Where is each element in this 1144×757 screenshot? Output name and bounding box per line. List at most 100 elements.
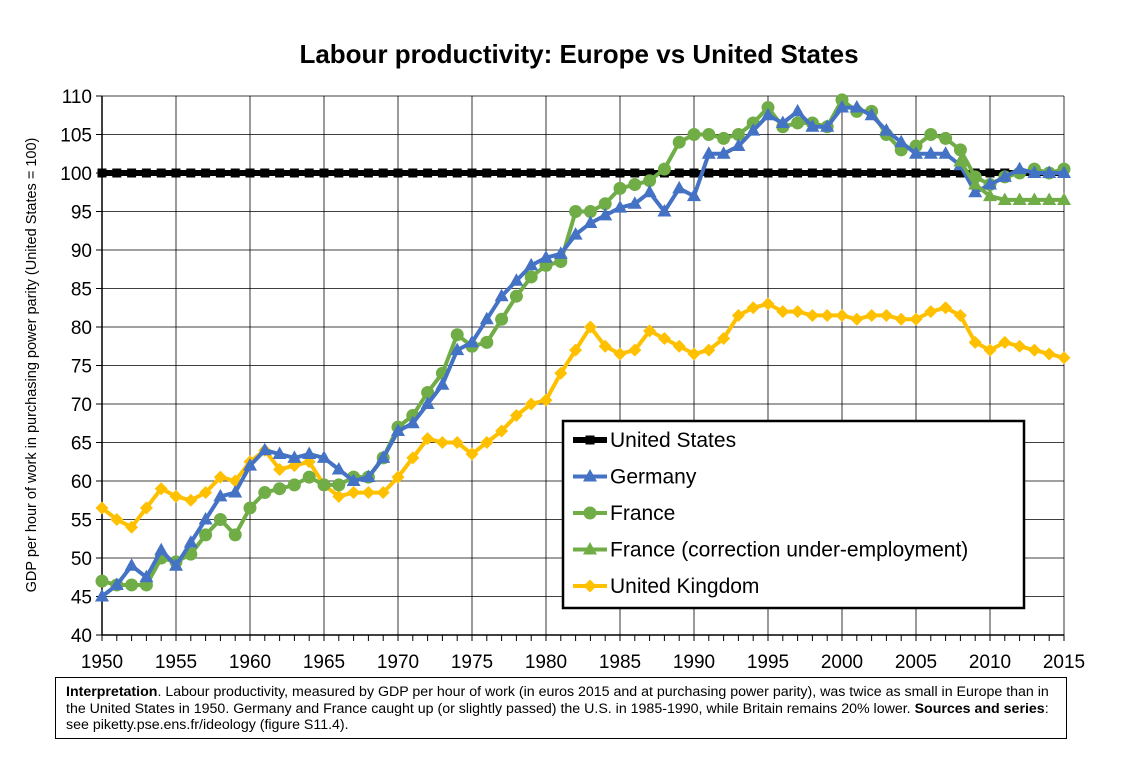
- point-germany-1975: [465, 334, 479, 348]
- point-united-states-2000: [837, 168, 847, 178]
- point-france-1983: [583, 205, 597, 218]
- point-united-states-1953: [141, 168, 151, 178]
- point-france-1972: [421, 385, 435, 399]
- point-germany-1971: [405, 415, 420, 429]
- point-united-states-1985: [615, 168, 625, 178]
- point-united-kingdom-1991: [702, 343, 716, 357]
- point-united-kingdom-1967: [347, 486, 361, 500]
- point-united-kingdom-1996: [776, 305, 790, 319]
- point-france-1959: [228, 528, 242, 542]
- point-united-kingdom-2009: [968, 335, 982, 349]
- point-united-states-2001: [852, 168, 862, 178]
- point-united-kingdom-1994: [746, 301, 760, 315]
- series-group: [95, 93, 1071, 602]
- interpretation-note: Interpretation. Labour productivity, mea…: [55, 677, 1067, 739]
- point-united-kingdom-1977: [495, 424, 509, 438]
- legend-item-france-correction-under-employment: France (correction under-employment): [573, 539, 968, 562]
- point-united-states-1981: [556, 168, 566, 178]
- point-united-kingdom-1999: [820, 308, 834, 322]
- point-united-kingdom-1958: [213, 470, 227, 484]
- y-tick-label-50: 50: [71, 549, 92, 570]
- point-united-states-2002: [867, 168, 877, 178]
- point-united-states-2010: [985, 168, 995, 178]
- point-united-kingdom-1951: [110, 513, 124, 526]
- point-germany-2013: [1027, 165, 1042, 178]
- point-united-states-1957: [201, 168, 211, 178]
- point-united-states-1999: [822, 168, 832, 178]
- point-united-states-1952: [127, 168, 137, 178]
- point-germany-2005: [909, 146, 923, 159]
- interpretation-text: . Labour productivity, measured by GDP p…: [66, 684, 1049, 717]
- point-germany-2000: [835, 100, 849, 113]
- point-united-states-1958: [215, 168, 225, 178]
- point-france-1958: [213, 513, 227, 526]
- point-france-1995: [761, 101, 775, 115]
- point-germany-1951: [109, 577, 124, 590]
- point-france-correction-under-employment-2011: [997, 192, 1012, 205]
- legend-box: [561, 419, 1026, 610]
- point-united-states-1990: [689, 168, 699, 178]
- point-france-1987: [643, 174, 657, 188]
- point-germany-1981: [553, 246, 568, 259]
- point-united-states-1984: [600, 168, 610, 178]
- point-united-states-1968: [363, 168, 373, 178]
- point-united-states-1995: [763, 168, 773, 178]
- point-united-states-2007: [941, 168, 951, 178]
- point-united-kingdom-1985: [613, 347, 627, 361]
- point-united-kingdom-1954: [154, 482, 168, 496]
- chart-title: Labour productivity: Europe vs United St…: [299, 39, 858, 69]
- point-united-states-1972: [423, 168, 433, 178]
- legend-item-united-states: United States: [573, 429, 736, 452]
- point-france-1977: [495, 312, 509, 326]
- point-united-kingdom-1968: [361, 486, 375, 500]
- legend-marker-france: [583, 506, 597, 520]
- point-germany-2004: [894, 134, 909, 148]
- point-germany-1995: [761, 107, 775, 121]
- point-united-kingdom-1957: [199, 486, 213, 500]
- point-united-kingdom-1987: [643, 324, 657, 338]
- point-united-states-1973: [437, 168, 447, 178]
- legend-label-united-states: United States: [610, 429, 736, 452]
- point-france-correction-under-employment-2008: [953, 153, 968, 167]
- point-germany-1968: [361, 469, 376, 483]
- point-united-kingdom-1950: [95, 501, 109, 515]
- point-germany-1972: [420, 396, 435, 409]
- point-united-states-1978: [511, 168, 521, 178]
- point-united-kingdom-1970: [391, 470, 405, 484]
- point-united-states-1963: [289, 168, 299, 178]
- legend-label-france: France: [610, 502, 675, 525]
- point-germany-2007: [938, 146, 953, 159]
- x-tick-label-2010: 2010: [969, 652, 1011, 673]
- x-tick-label-1970: 1970: [377, 652, 419, 673]
- sources-label: Sources and series: [914, 700, 1045, 717]
- point-united-states-1979: [526, 168, 536, 178]
- point-france-1989: [672, 135, 686, 149]
- point-germany-1980: [539, 250, 553, 263]
- point-germany-2002: [864, 107, 879, 121]
- point-germany-1965: [317, 450, 331, 463]
- point-germany-1996: [775, 115, 790, 128]
- point-germany-2001: [849, 100, 864, 113]
- point-germany-1988: [657, 204, 672, 217]
- point-germany-1978: [509, 273, 524, 286]
- point-germany-1953: [139, 569, 154, 583]
- x-tick-label-2005: 2005: [895, 652, 937, 673]
- point-germany-1963: [287, 450, 302, 463]
- axes: [96, 95, 1065, 641]
- point-united-states-2006: [926, 168, 936, 178]
- point-united-states-1954: [156, 168, 166, 178]
- point-germany-2012: [1012, 161, 1027, 175]
- point-germany-1960: [243, 458, 257, 471]
- point-united-states-1955: [171, 168, 181, 178]
- point-united-states-2003: [881, 168, 891, 178]
- point-france-1993: [731, 128, 745, 141]
- y-tick-label-65: 65: [71, 434, 92, 455]
- point-france-1992: [717, 131, 731, 145]
- point-germany-1950: [95, 589, 109, 602]
- y-tick-labels: 40 45 50 55 60 65 70 75 80 85 90 95 100 105 110: [60, 87, 92, 647]
- point-germany-1979: [524, 257, 539, 271]
- legend-item-germany: Germany: [573, 466, 697, 489]
- point-united-kingdom-1986: [628, 343, 642, 357]
- point-united-kingdom-2014: [1042, 347, 1056, 361]
- x-tick-label-1950: 1950: [81, 652, 123, 673]
